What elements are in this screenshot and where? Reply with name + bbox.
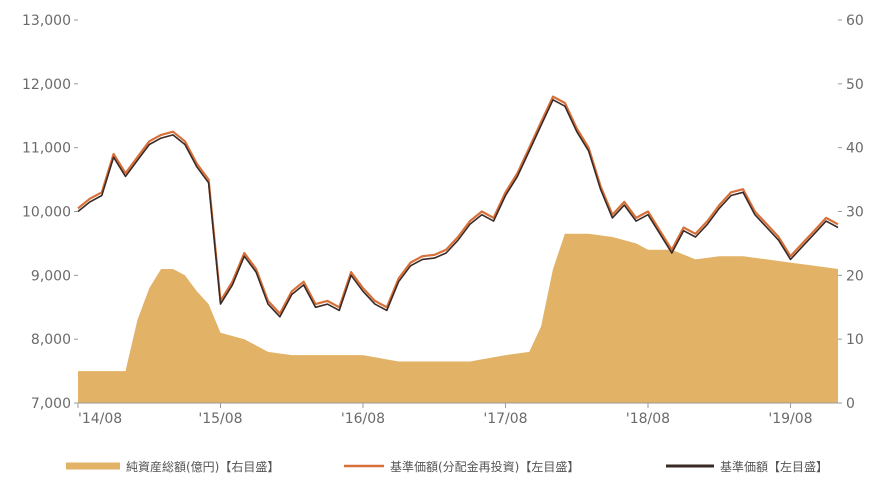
y-right-tick-label: 50 — [846, 77, 864, 93]
y-left-tick-label: 11,000 — [22, 141, 71, 157]
x-tick-label: '19/08 — [768, 411, 812, 427]
y-right-tick-label: 60 — [846, 13, 864, 29]
legend-label-3: 基準価額【左目盛】 — [720, 459, 828, 474]
legend-label-2: 基準価額(分配金再投資)【左目盛】 — [390, 459, 579, 474]
y-left-tick-label: 8,000 — [31, 332, 71, 348]
x-tick-label: '18/08 — [626, 411, 670, 427]
y-right-tick-label: 40 — [846, 141, 864, 157]
series-area-net-assets — [78, 233, 838, 403]
legend-swatch-2 — [344, 464, 384, 468]
legend-swatch-1 — [66, 462, 120, 470]
series-line-nav-reinvested — [77, 95, 839, 315]
x-tick-label: '17/08 — [483, 411, 527, 427]
y-right-tick-label: 10 — [846, 332, 864, 348]
y-left-tick-label: 10,000 — [22, 205, 71, 221]
y-left-tick-label: 7,000 — [31, 396, 71, 412]
y-left-tick-label: 9,000 — [31, 268, 71, 284]
series-line-nav — [77, 99, 839, 318]
y-right-tick-label: 20 — [846, 268, 864, 284]
x-tick-label: '16/08 — [341, 411, 385, 427]
x-tick-label: '15/08 — [198, 411, 242, 427]
legend-swatch-3 — [666, 464, 714, 468]
y-left-tick-label: 13,000 — [22, 13, 71, 29]
y-left-tick-label: 12,000 — [22, 77, 71, 93]
y-right-tick-label: 0 — [846, 396, 855, 412]
legend-label-1: 純資産総額(億円)【右目盛】 — [126, 459, 279, 474]
x-tick-label: '14/08 — [78, 411, 122, 427]
y-right-tick-label: 30 — [846, 205, 864, 221]
